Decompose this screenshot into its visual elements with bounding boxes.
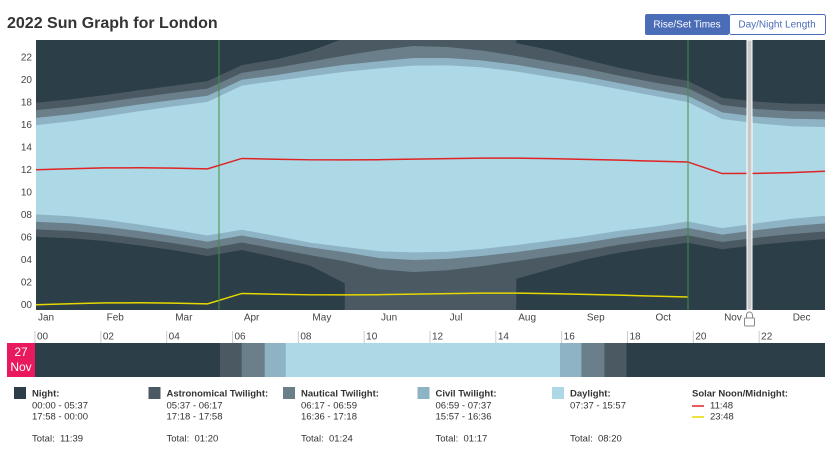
y-tick-label: 16 [21, 120, 33, 131]
legend-label: 23:48 [710, 412, 734, 423]
day-strip: 00 02 04 06 08 10 12 14 16 18 20 22 [34, 331, 825, 377]
legend-swatch [148, 387, 161, 399]
strip-band [285, 343, 561, 377]
legend-swatch [417, 387, 430, 399]
x-tick-label: Feb [107, 313, 125, 324]
y-tick-label: 12 [21, 165, 33, 176]
solar-line [36, 292, 688, 306]
legend-name: Astronomical Twilight: [167, 389, 269, 400]
y-tick-label: 22 [21, 53, 33, 64]
cursor-bar[interactable] [746, 39, 753, 311]
solar-line [36, 157, 825, 175]
y-tick-label: 00 [21, 300, 33, 311]
strip-tick-label: 14 [498, 332, 510, 343]
y-tick-label: 02 [21, 278, 33, 289]
x-tick-label: Nov [724, 313, 742, 324]
strip-tick-label: 04 [169, 332, 181, 343]
x-tick-label: Jan [38, 313, 54, 324]
legend-label: 11:48 [710, 401, 733, 412]
night-area [36, 236, 345, 310]
legend-total: Total: 11:39 [32, 434, 83, 445]
night-area [36, 40, 345, 103]
legend-name: Night: [32, 389, 59, 400]
legend-total: Total: 01:24 [301, 434, 353, 445]
x-tick-label: Sep [587, 313, 605, 324]
dst-markers [218, 40, 689, 310]
legend-time: 06:59 - 07:37 [436, 401, 492, 412]
strip-tick-label: 16 [564, 332, 576, 343]
legend-time: 15:57 - 16:36 [436, 412, 492, 423]
tab-day-night[interactable] [729, 14, 826, 35]
y-tick-label: 06 [21, 233, 33, 244]
x-tick-label: Jun [381, 313, 397, 324]
y-tick-label: 18 [21, 98, 33, 109]
y-tick-label: 14 [21, 143, 33, 154]
legend-time: 17:58 - 00:00 [32, 412, 88, 423]
strip-tick-label: 00 [37, 332, 49, 343]
strip-tick-label: 12 [432, 332, 444, 343]
legend-total: Total: 01:20 [167, 434, 219, 445]
x-tick-label: May [312, 313, 331, 324]
legend-time: 17:18 - 17:58 [167, 412, 223, 423]
axes: 00 02 04 06 08 10 12 14 16 18 20 22 Jan Feb Mar Apr May J… [21, 53, 811, 324]
x-tick-label: Dec [793, 313, 811, 324]
strip-tick-label: 10 [366, 332, 378, 343]
y-tick-label: 04 [21, 255, 33, 266]
page-title: 2022 Sun Graph for London [7, 15, 218, 32]
strip-tick-label: 02 [103, 332, 115, 343]
date-day: 27 [14, 345, 28, 359]
legend-name: Nautical Twilight: [301, 389, 379, 400]
strip-tick-label: 22 [761, 332, 773, 343]
strip-tick-label: 06 [235, 332, 247, 343]
tab-rise-set[interactable] [645, 14, 729, 35]
strip-tick-label: 08 [300, 332, 312, 343]
legend-time: 06:17 - 06:59 [301, 401, 357, 412]
plot-area [36, 40, 825, 310]
y-tick-label: 08 [21, 210, 33, 221]
legend-name: Solar Noon/Midnight: [692, 389, 788, 400]
strip-tick-label: 20 [695, 332, 707, 343]
legend-total: Total: 01:17 [436, 434, 488, 445]
legend-time: 00:00 - 05:37 [32, 401, 88, 412]
date-badge [7, 343, 35, 377]
legend-total: Total: 08:20 [570, 434, 622, 445]
lock-icon[interactable] [744, 317, 755, 327]
legend-time: 16:36 - 17:18 [301, 412, 357, 423]
legend-swatch [283, 387, 295, 399]
tab-label[interactable]: Day/Night Length [738, 20, 815, 31]
y-tick-label: 10 [21, 188, 33, 199]
date-cursor[interactable] [744, 39, 755, 327]
y-tick-label: 20 [21, 75, 33, 86]
x-tick-label: Aug [518, 313, 536, 324]
legend-swatch [14, 387, 26, 399]
date-month: Nov [10, 360, 31, 374]
lock-shackle [746, 311, 753, 318]
legend-name: Daylight: [570, 389, 611, 400]
x-tick-label: Mar [175, 313, 193, 324]
x-tick-label: Apr [244, 313, 260, 324]
x-tick-label: Jul [450, 313, 463, 324]
legend-swatch [552, 387, 564, 399]
legend-time: 07:37 - 15:57 [570, 401, 626, 412]
legend-name: Civil Twilight: [436, 389, 497, 400]
tab-label[interactable]: Rise/Set Times [653, 20, 720, 31]
legend-time: 05:37 - 06:17 [167, 401, 223, 412]
x-tick-label: Oct [655, 313, 671, 324]
strip-tick-label: 18 [630, 332, 642, 343]
